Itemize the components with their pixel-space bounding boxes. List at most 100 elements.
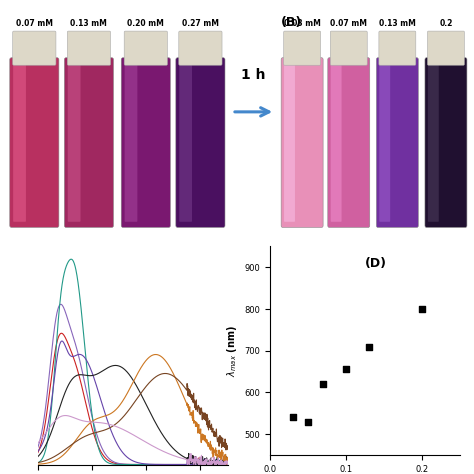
0.10 mM	[184, 462, 190, 467]
FancyBboxPatch shape	[10, 58, 59, 228]
0.13 mM	[188, 462, 194, 467]
0.13 mM	[89, 373, 94, 378]
FancyBboxPatch shape	[64, 58, 113, 228]
Point	[304, 418, 312, 426]
0.10 mM	[59, 338, 65, 344]
Point	[342, 365, 350, 373]
0.27 mM	[82, 434, 87, 439]
0.20 mM	[153, 352, 158, 357]
FancyBboxPatch shape	[283, 31, 320, 65]
0.20 mM	[82, 426, 87, 432]
FancyBboxPatch shape	[379, 31, 416, 65]
0.03 mM	[35, 450, 41, 456]
0.03 mM	[89, 424, 94, 429]
FancyBboxPatch shape	[425, 58, 467, 228]
0.27 mM	[95, 429, 100, 435]
FancyBboxPatch shape	[124, 31, 167, 65]
0.03 mM	[160, 462, 165, 467]
Line: 0.07 mM: 0.07 mM	[38, 259, 228, 465]
FancyBboxPatch shape	[68, 64, 81, 222]
Text: (D): (D)	[365, 257, 387, 270]
0.10 mM	[160, 462, 165, 467]
0.07 mM	[184, 462, 190, 467]
0.10 mM	[225, 460, 230, 466]
0.27 mM	[162, 371, 168, 376]
0.33 mM	[63, 413, 68, 419]
Text: 0.03 mM: 0.03 mM	[284, 18, 320, 27]
FancyBboxPatch shape	[13, 31, 56, 65]
0.13 mM	[183, 455, 189, 461]
FancyBboxPatch shape	[67, 31, 110, 65]
Point	[289, 414, 297, 421]
Text: 0.2: 0.2	[439, 18, 453, 27]
Line: 0.05 mM: 0.05 mM	[38, 304, 228, 465]
0.27 mM	[35, 460, 41, 465]
0.27 mM	[183, 386, 189, 392]
0.07 mM	[35, 460, 41, 465]
Point	[319, 380, 327, 388]
0.13 mM	[95, 371, 100, 376]
Text: 1 h: 1 h	[241, 68, 266, 82]
0.33 mM	[225, 462, 230, 467]
Text: 0.13 mM: 0.13 mM	[379, 18, 416, 27]
FancyBboxPatch shape	[121, 58, 170, 228]
0.03 mM	[95, 443, 101, 449]
Point	[418, 305, 426, 313]
FancyBboxPatch shape	[125, 64, 137, 222]
0.20 mM	[183, 399, 189, 404]
Y-axis label: $\lambda_{max}$ (nm): $\lambda_{max}$ (nm)	[225, 325, 239, 377]
Line: 0.27 mM: 0.27 mM	[38, 374, 228, 463]
Line: 0.03 mM: 0.03 mM	[38, 333, 228, 465]
0.13 mM	[225, 459, 230, 465]
Text: 0.07 mM: 0.07 mM	[16, 18, 53, 27]
0.03 mM	[183, 462, 189, 467]
0.03 mM	[225, 462, 230, 467]
0.07 mM	[207, 458, 212, 464]
0.07 mM	[82, 342, 87, 347]
0.05 mM	[183, 462, 189, 467]
0.10 mM	[183, 462, 189, 467]
0.33 mM	[95, 419, 101, 425]
0.27 mM	[206, 423, 212, 428]
Text: 0.27 mM: 0.27 mM	[182, 18, 219, 27]
0.33 mM	[183, 456, 189, 462]
FancyBboxPatch shape	[428, 31, 465, 65]
FancyBboxPatch shape	[331, 64, 342, 222]
0.10 mM	[207, 459, 212, 465]
FancyBboxPatch shape	[176, 58, 225, 228]
0.07 mM	[225, 462, 230, 467]
0.20 mM	[89, 419, 94, 425]
0.20 mM	[35, 461, 41, 467]
Text: 0.07 mM: 0.07 mM	[330, 18, 367, 27]
Legend: 0.03 mM, 0.05 mM, 0.07 mM, 0.10 mM, 0.13 mM, 0.20 mM, 0.27 mM, 0.33 mM: 0.03 mM, 0.05 mM, 0.07 mM, 0.10 mM, 0.13…	[284, 250, 328, 309]
FancyBboxPatch shape	[330, 31, 367, 65]
Line: 0.13 mM: 0.13 mM	[38, 365, 228, 465]
0.03 mM	[184, 462, 190, 467]
0.05 mM	[35, 444, 41, 450]
0.10 mM	[95, 388, 101, 394]
0.33 mM	[160, 448, 165, 454]
FancyBboxPatch shape	[179, 31, 222, 65]
0.07 mM	[160, 462, 165, 467]
0.05 mM	[58, 301, 64, 307]
0.33 mM	[82, 419, 87, 424]
Line: 0.10 mM: 0.10 mM	[38, 341, 228, 465]
0.33 mM	[192, 462, 198, 467]
0.20 mM	[160, 355, 165, 361]
0.13 mM	[35, 454, 41, 459]
Text: 0.13 mM: 0.13 mM	[71, 18, 107, 27]
FancyBboxPatch shape	[379, 64, 390, 222]
0.05 mM	[95, 436, 101, 441]
0.10 mM	[82, 355, 87, 360]
0.03 mM	[59, 330, 64, 336]
0.33 mM	[89, 419, 94, 425]
0.33 mM	[207, 460, 212, 465]
0.07 mM	[89, 409, 94, 414]
0.07 mM	[183, 462, 189, 467]
0.07 mM	[68, 256, 74, 262]
0.03 mM	[207, 458, 212, 464]
0.07 mM	[95, 444, 101, 449]
FancyBboxPatch shape	[13, 64, 26, 222]
FancyBboxPatch shape	[281, 58, 323, 228]
0.05 mM	[225, 457, 230, 463]
